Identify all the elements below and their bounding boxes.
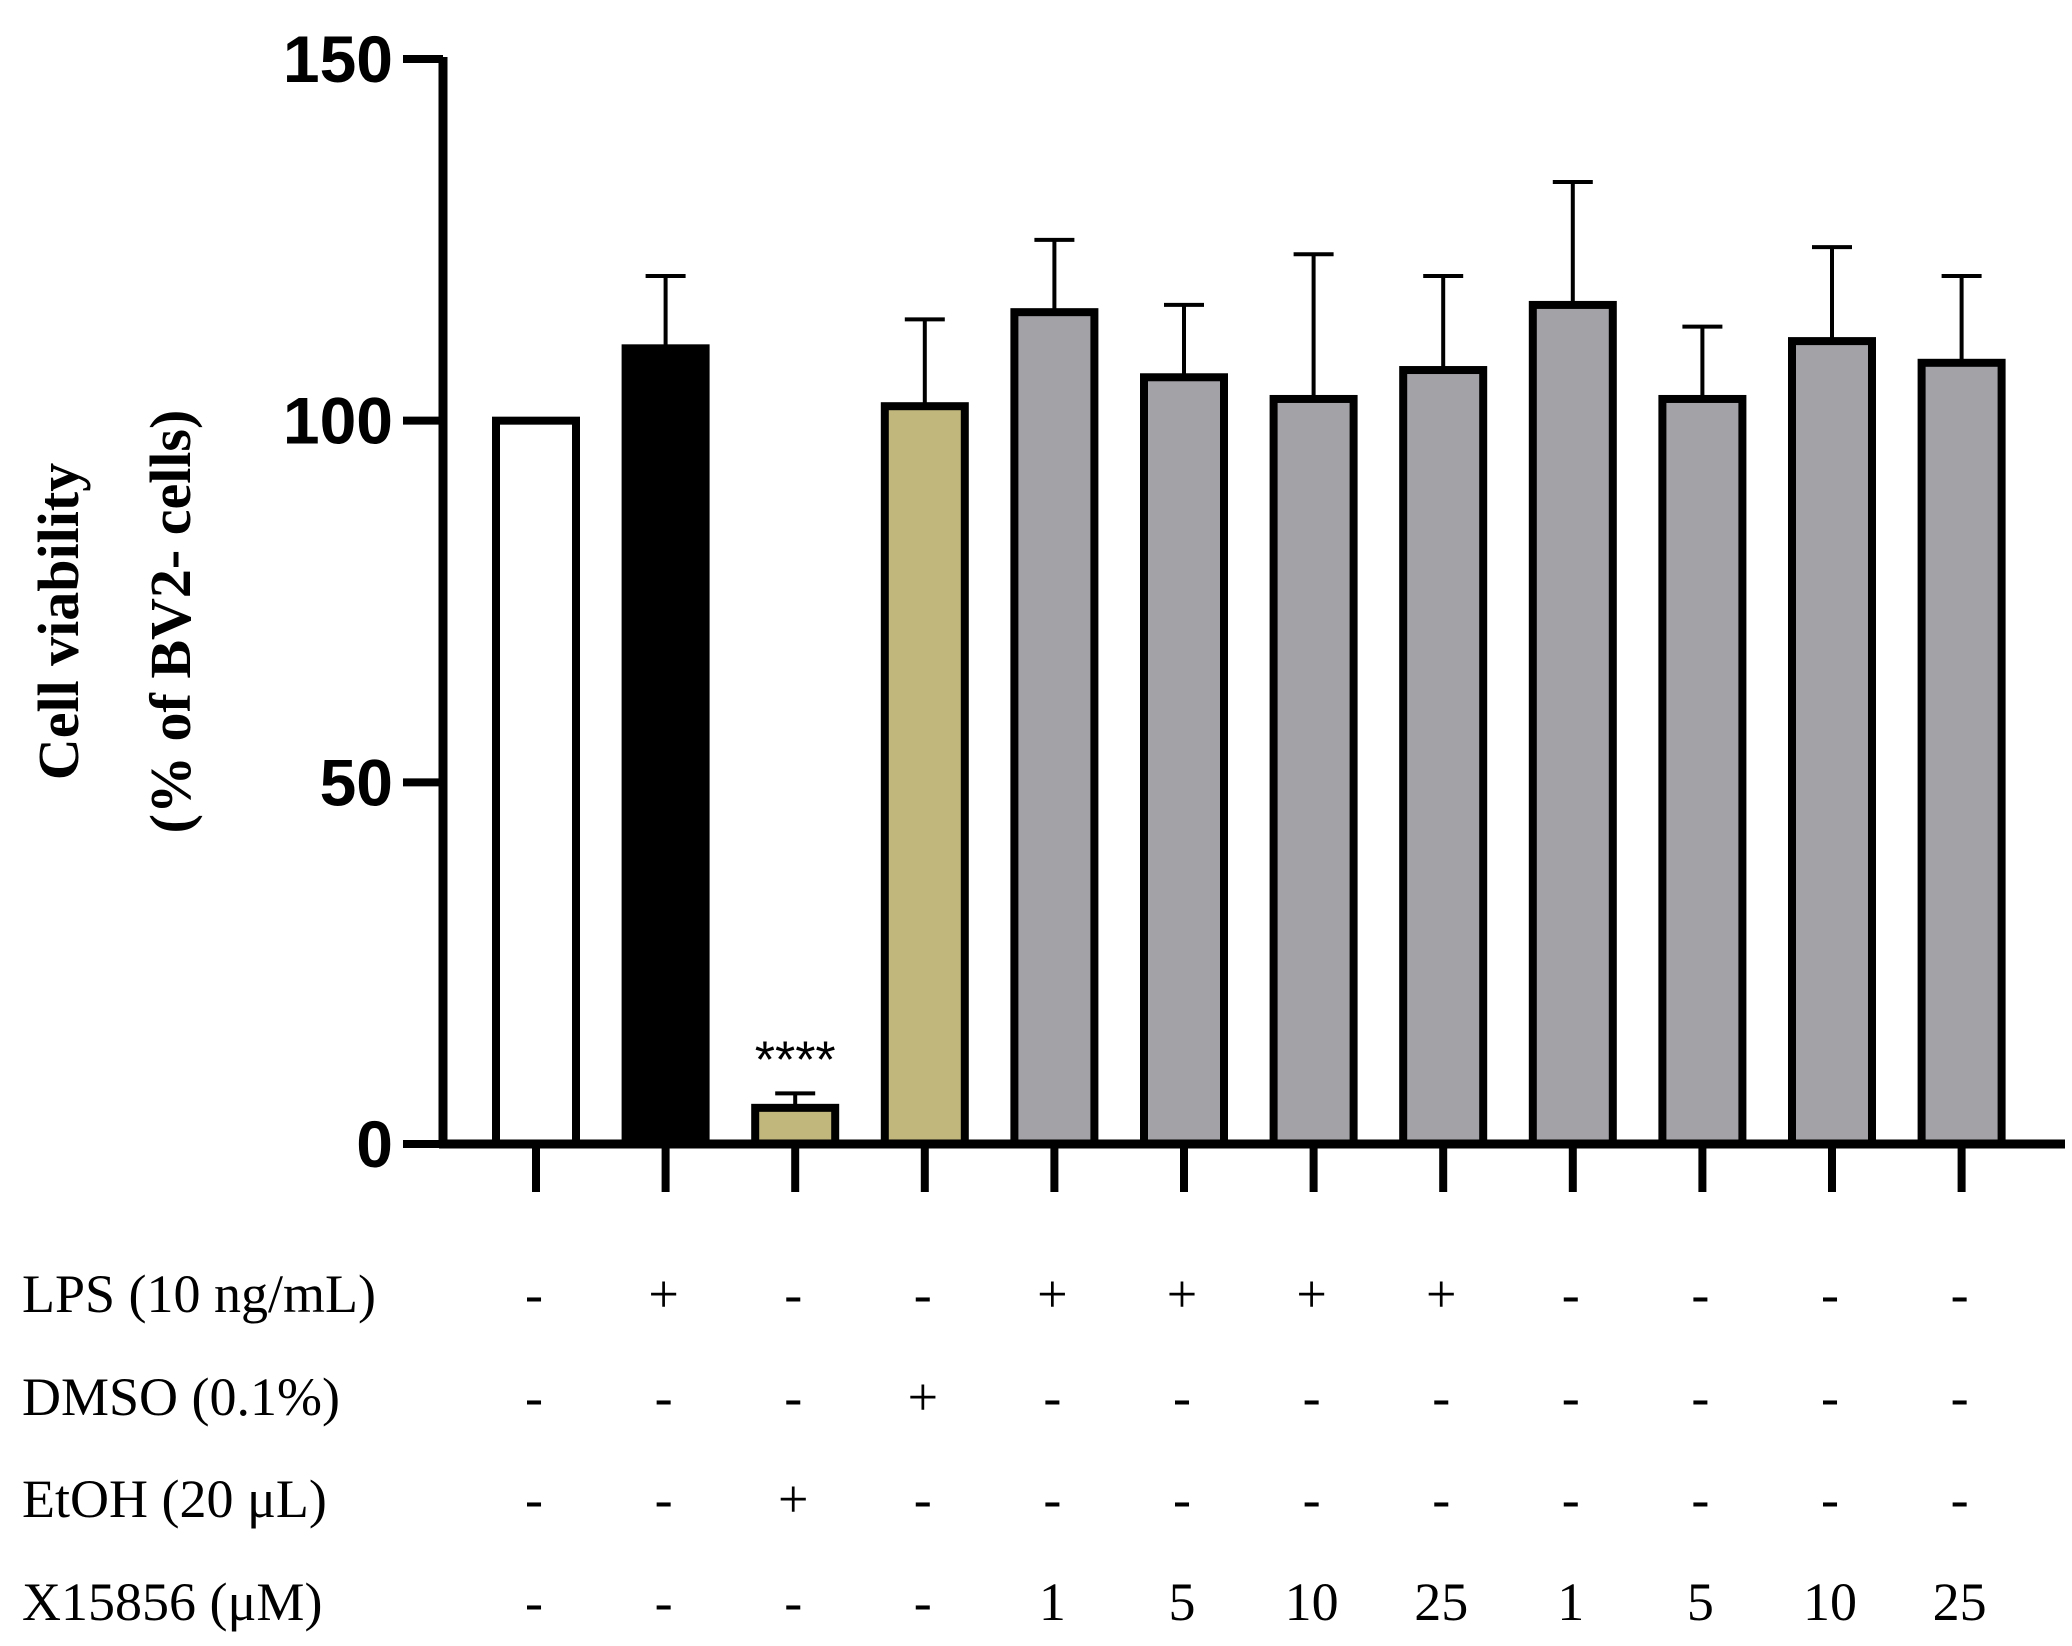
bars-group: **** [492,179,2006,1149]
y-tick-label: 50 [320,745,393,819]
condition-value: + [648,1264,678,1324]
condition-value: + [1167,1264,1197,1324]
condition-value: - [1562,1367,1580,1427]
condition-value: - [784,1572,802,1632]
condition-value: 5 [1687,1572,1714,1632]
condition-value: - [784,1264,802,1324]
condition-value: - [1951,1367,1969,1427]
condition-value: 10 [1803,1572,1857,1632]
condition-value: - [525,1469,543,1529]
condition-value: - [1691,1264,1709,1324]
condition-value: 1 [1039,1572,1066,1632]
condition-value: - [1432,1469,1450,1529]
condition-value: - [1821,1469,1839,1529]
condition-value: - [914,1572,932,1632]
condition-value: - [1691,1367,1709,1427]
condition-value: 25 [1933,1572,1987,1632]
condition-value: - [914,1264,932,1324]
condition-value: - [655,1367,673,1427]
condition-value: + [1296,1264,1326,1324]
condition-value: + [1426,1264,1456,1324]
condition-value: - [1173,1367,1191,1427]
condition-value: 1 [1557,1572,1584,1632]
bar [1528,300,1617,1148]
condition-table: LPS (10 ng/mL) - + - - + + + + - - - - DMSO (0.1%) - - -… [22,1264,1987,1632]
significance-annotation: **** [755,1031,836,1089]
condition-value: - [1691,1469,1709,1529]
bar [492,416,580,1148]
condition-value: - [1043,1469,1061,1529]
condition-value: - [1821,1264,1839,1324]
condition-value: + [778,1469,808,1529]
condition-value: - [1951,1469,1969,1529]
condition-value: - [525,1572,543,1632]
condition-label: LPS (10 ng/mL) [22,1264,376,1324]
bar [880,402,969,1148]
x-axis [439,1139,2065,1192]
y-tick-label: 0 [356,1107,393,1181]
y-tick-label: 100 [283,384,393,458]
condition-value: - [914,1469,932,1529]
condition-value: - [1562,1264,1580,1324]
bar [1788,337,1876,1149]
bar [1269,394,1358,1148]
condition-value: - [1303,1367,1321,1427]
condition-value: + [908,1367,938,1427]
y-tick-label: 150 [283,22,393,96]
bar [1140,373,1228,1148]
bar [1010,308,1099,1148]
condition-value: - [1951,1264,1969,1324]
condition-value: 10 [1285,1572,1339,1632]
condition-value: - [1173,1469,1191,1529]
condition-value: - [525,1367,543,1427]
bar [1917,358,2006,1148]
condition-value: - [1821,1367,1839,1427]
condition-value: - [1562,1469,1580,1529]
y-axis-title-line2: (% of BV2- cells) [138,410,203,834]
bar [1658,394,1747,1148]
condition-label: X15856 (μM) [22,1572,322,1632]
condition-value: + [1037,1264,1067,1324]
y-axis-title-line1: Cell viability [26,463,91,780]
condition-value: - [1303,1469,1321,1529]
condition-label: DMSO (0.1%) [22,1367,340,1427]
y-axis: 0 50 100 150 [283,22,448,1181]
condition-value: 25 [1414,1572,1468,1632]
bar [751,1103,840,1149]
condition-value: - [1432,1367,1450,1427]
condition-value: - [655,1572,673,1632]
condition-value: 5 [1169,1572,1196,1632]
condition-value: - [784,1367,802,1427]
bar [621,344,710,1149]
condition-value: - [655,1469,673,1529]
condition-label: EtOH (20 μL) [22,1469,327,1529]
bar [1399,366,1488,1148]
condition-value: - [525,1264,543,1324]
condition-value: - [1043,1367,1061,1427]
